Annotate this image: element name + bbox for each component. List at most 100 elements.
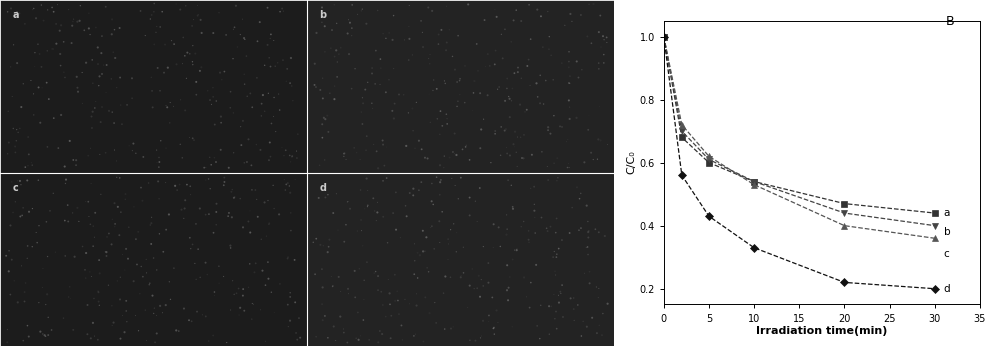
Point bbox=[133, 264, 149, 269]
Point bbox=[161, 212, 177, 217]
Point bbox=[317, 116, 333, 122]
Point bbox=[417, 248, 433, 254]
Point bbox=[271, 91, 287, 97]
Point bbox=[432, 180, 448, 185]
Point bbox=[117, 197, 133, 202]
Point bbox=[521, 239, 537, 245]
Point bbox=[342, 206, 358, 211]
Point bbox=[562, 104, 578, 110]
Point bbox=[462, 157, 478, 163]
Point bbox=[449, 230, 465, 235]
Point bbox=[236, 35, 252, 41]
Point bbox=[508, 149, 524, 155]
Point bbox=[466, 286, 482, 291]
Point bbox=[130, 229, 146, 235]
Point bbox=[155, 310, 171, 316]
Point bbox=[158, 103, 174, 108]
Point bbox=[93, 192, 109, 197]
Point bbox=[328, 338, 344, 343]
Point bbox=[33, 2, 49, 8]
Point bbox=[253, 113, 269, 119]
Point bbox=[31, 300, 47, 306]
Point bbox=[591, 66, 607, 72]
Point bbox=[115, 313, 131, 318]
Point bbox=[584, 315, 600, 320]
Point bbox=[61, 7, 77, 12]
Point bbox=[158, 180, 174, 185]
Point bbox=[543, 303, 559, 309]
Point bbox=[8, 138, 24, 144]
Point bbox=[549, 252, 565, 257]
Text: c: c bbox=[12, 183, 18, 193]
Point bbox=[508, 7, 524, 13]
Point bbox=[289, 148, 305, 154]
Point bbox=[260, 91, 276, 96]
Point bbox=[469, 219, 485, 224]
Point bbox=[104, 31, 120, 37]
Point bbox=[141, 282, 157, 288]
Point bbox=[60, 219, 76, 224]
Point bbox=[321, 244, 337, 249]
Point bbox=[489, 308, 505, 313]
Point bbox=[591, 103, 607, 109]
Point bbox=[141, 180, 157, 186]
Point bbox=[232, 32, 248, 37]
Point bbox=[133, 8, 149, 14]
Point bbox=[404, 106, 420, 111]
Point bbox=[314, 135, 330, 140]
Point bbox=[564, 19, 580, 24]
Point bbox=[164, 38, 180, 43]
Point bbox=[434, 209, 450, 215]
Point bbox=[562, 11, 578, 17]
Point bbox=[40, 254, 56, 259]
Point bbox=[10, 130, 26, 135]
Point bbox=[587, 227, 603, 232]
Point bbox=[390, 298, 406, 303]
Point bbox=[57, 75, 73, 80]
Point bbox=[550, 292, 566, 298]
Point bbox=[369, 210, 385, 215]
Point bbox=[10, 300, 26, 305]
Point bbox=[238, 53, 254, 59]
Point bbox=[206, 289, 222, 295]
Point bbox=[480, 280, 496, 285]
Point bbox=[406, 333, 422, 339]
Point bbox=[348, 336, 364, 341]
Point bbox=[31, 223, 47, 228]
Point bbox=[353, 187, 369, 193]
Point bbox=[470, 68, 486, 74]
Point bbox=[117, 267, 133, 273]
Point bbox=[333, 45, 349, 51]
Point bbox=[0, 339, 15, 345]
Point bbox=[202, 97, 218, 103]
Point bbox=[72, 18, 88, 24]
Point bbox=[591, 29, 607, 35]
Point bbox=[183, 246, 199, 252]
Point bbox=[582, 281, 598, 286]
Point bbox=[261, 55, 277, 61]
Point bbox=[44, 46, 60, 52]
Point bbox=[4, 257, 20, 263]
Point bbox=[252, 19, 268, 25]
Point bbox=[492, 244, 508, 249]
Point bbox=[21, 152, 37, 157]
Point bbox=[91, 257, 107, 263]
Point bbox=[124, 75, 140, 81]
Point bbox=[85, 244, 101, 249]
Point bbox=[151, 159, 167, 165]
Point bbox=[317, 49, 333, 55]
Point bbox=[159, 104, 175, 110]
Point bbox=[503, 98, 519, 103]
Point bbox=[488, 48, 504, 53]
Point bbox=[513, 135, 529, 140]
Point bbox=[287, 257, 303, 263]
Text: d: d bbox=[319, 183, 326, 193]
Point bbox=[480, 92, 496, 98]
Point bbox=[39, 80, 55, 85]
Point bbox=[315, 285, 331, 290]
Point bbox=[554, 124, 570, 130]
Point bbox=[83, 181, 99, 186]
Point bbox=[199, 272, 215, 277]
Point bbox=[418, 235, 434, 240]
Point bbox=[575, 318, 591, 324]
